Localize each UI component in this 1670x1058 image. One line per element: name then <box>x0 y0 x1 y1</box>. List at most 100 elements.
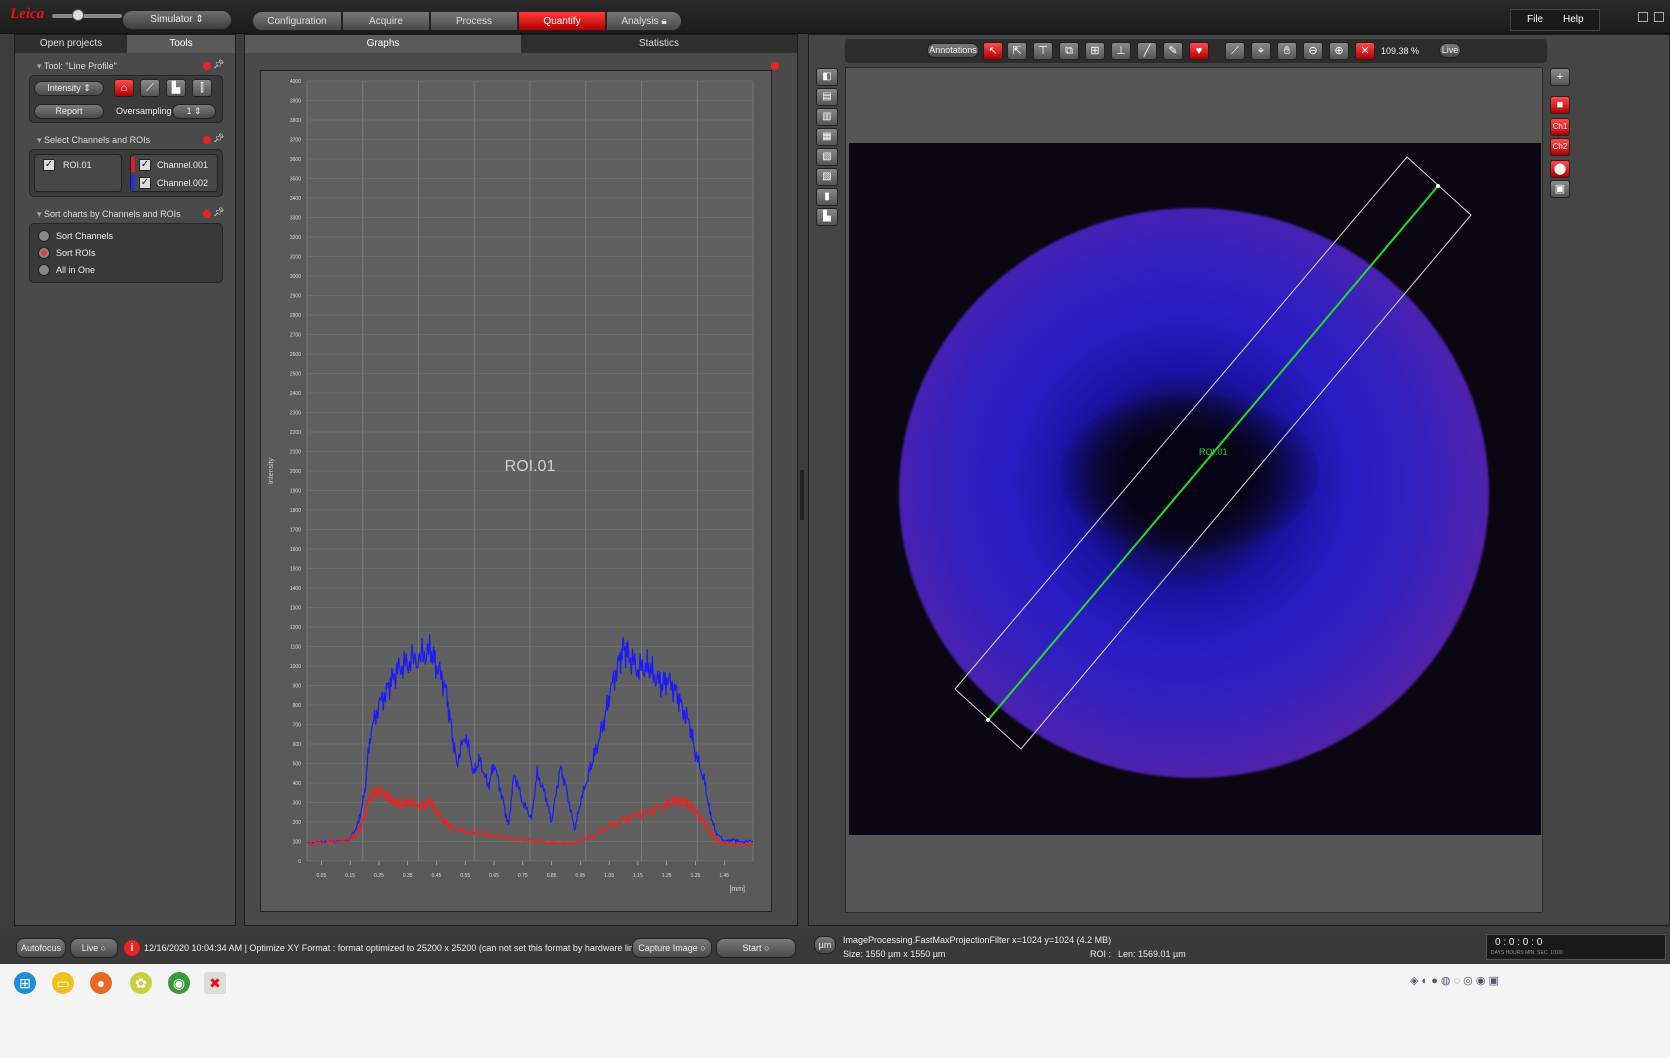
folder-icon[interactable]: ▭ <box>52 972 74 994</box>
step-process[interactable]: Process <box>430 11 518 31</box>
y-tick-label: 0 <box>298 859 301 865</box>
system-tray[interactable]: ◈ ◐ ● ◍ ◌ ◎ ◉ ▣ <box>1410 975 1499 987</box>
roi-overlay[interactable]: ROI.01 <box>849 143 1541 835</box>
pen-icon[interactable]: ✎ <box>1163 42 1183 60</box>
save-icon[interactable]: ▣ <box>1550 180 1570 198</box>
tool-3-icon[interactable]: ▥ <box>816 108 838 126</box>
step-configuration[interactable]: Configuration <box>252 11 342 31</box>
tab-tools[interactable]: Tools <box>127 35 235 53</box>
tab-open-projects[interactable]: Open projects <box>39 38 103 49</box>
menu-file[interactable]: File <box>1527 14 1544 25</box>
tool-7-icon[interactable]: ▮ <box>816 188 838 206</box>
start-menu-icon[interactable]: ⊞ <box>14 972 36 994</box>
capture-image-button[interactable]: Capture Image ○ <box>632 938 712 958</box>
close-graph-icon[interactable] <box>771 62 779 70</box>
info-icon[interactable]: i <box>124 940 140 956</box>
series-channel-002 <box>306 634 754 845</box>
crop-icon[interactable]: ⧉ <box>1059 42 1079 60</box>
roi-checkbox[interactable]: ✓ <box>43 159 55 171</box>
step-analysis[interactable]: Analysis 🔒︎ <box>606 11 682 31</box>
tab-statistics[interactable]: Statistics <box>638 38 679 49</box>
pin-icon[interactable]: 📌︎ <box>213 133 225 143</box>
ch2-button[interactable]: Ch2 <box>1550 138 1570 156</box>
status-message: 12/16/2020 10:04:34 AM | Optimize XY For… <box>144 943 668 953</box>
mode-select[interactable]: Simulator ⇕ <box>122 10 232 30</box>
restore-icon[interactable] <box>1654 12 1664 22</box>
brightness-slider-track[interactable] <box>52 14 122 18</box>
step-quantify[interactable]: Quantify <box>518 11 606 31</box>
pointer-icon[interactable]: ↖ <box>983 42 1003 60</box>
unit-button[interactable]: µm <box>814 936 836 954</box>
intensity-select[interactable]: Intensity ⇕ <box>34 81 104 96</box>
heart-icon[interactable]: ♥ <box>1189 42 1209 60</box>
live-button[interactable]: Live ○ <box>70 938 118 958</box>
radio-all-in-one[interactable] <box>38 264 50 276</box>
brightness-slider-knob[interactable] <box>72 9 84 21</box>
fit-icon[interactable]: ✕ <box>1355 42 1375 60</box>
graph-tabbar: Graphs Statistics <box>245 35 797 53</box>
pin-icon[interactable]: 📌︎ <box>213 207 225 217</box>
line-icon[interactable]: ⟋ <box>140 79 160 97</box>
select-tool-icon[interactable]: ⇱ <box>1007 42 1027 60</box>
tool-2-icon[interactable]: ▤ <box>816 88 838 106</box>
channel-1-checkbox[interactable]: ✓ <box>139 159 151 171</box>
y-tick-label: 1400 <box>290 586 301 592</box>
autofocus-button[interactable]: Autofocus <box>16 938 66 958</box>
radio-sort-rois[interactable] <box>38 247 50 259</box>
menu-bar: File Help <box>1510 9 1600 31</box>
record-icon[interactable]: ■ <box>1550 96 1570 114</box>
y-tick-label: 600 <box>293 742 302 748</box>
tool-section-title[interactable]: Tool: "Line Profile" <box>37 59 117 73</box>
roi-line[interactable] <box>987 185 1439 721</box>
roi-handle-end[interactable] <box>1436 184 1440 188</box>
palette-icon[interactable]: ⬤ <box>1550 160 1570 178</box>
radio-sort-channels[interactable] <box>38 230 50 242</box>
oversampling-select[interactable]: 1 ⇕ <box>172 104 216 119</box>
tool-4-icon[interactable]: ▦ <box>816 128 838 146</box>
y-tick-label: 200 <box>293 820 302 826</box>
profile-chart-icon[interactable]: ⫿ <box>192 79 212 97</box>
roi-band[interactable] <box>954 156 1472 750</box>
sort-rois-label: Sort ROIs <box>56 248 96 258</box>
zoom-out-icon[interactable]: ⊖ <box>1303 42 1323 60</box>
chrome-icon[interactable]: ◉ <box>168 972 190 994</box>
crosshair-icon[interactable]: ⌖ <box>1251 42 1271 60</box>
firefox-icon[interactable]: ● <box>90 972 112 994</box>
close-section-icon[interactable] <box>203 136 211 144</box>
wand-icon[interactable]: ⟋ <box>1225 42 1245 60</box>
app-icon[interactable]: ✿ <box>130 972 152 994</box>
region-icon[interactable]: ⊞ <box>1085 42 1105 60</box>
ruler-icon[interactable]: ⊥ <box>1111 42 1131 60</box>
draw-line-icon[interactable]: ╱ <box>1137 42 1157 60</box>
profile-area-icon[interactable]: ⌂ <box>114 79 134 97</box>
channel-2-checkbox[interactable]: ✓ <box>139 177 151 189</box>
tool-6-icon[interactable]: ▨ <box>816 168 838 186</box>
start-button[interactable]: Start ○ <box>716 938 796 958</box>
roi-handle-start[interactable] <box>986 718 990 722</box>
step-acquire[interactable]: Acquire <box>342 11 430 31</box>
minimize-icon[interactable] <box>1638 12 1648 22</box>
sort-section-title[interactable]: Sort charts by Channels and ROIs <box>37 207 181 221</box>
add-icon[interactable]: + <box>1550 68 1570 86</box>
microscope-image[interactable] <box>849 143 1541 835</box>
annotations-button[interactable]: Annotations <box>927 43 979 58</box>
tab-graphs[interactable]: Graphs <box>245 35 521 53</box>
zoom-in-icon[interactable]: ⊕ <box>1329 42 1349 60</box>
report-button[interactable]: Report <box>34 104 104 119</box>
live-viewer-button[interactable]: Live <box>1439 43 1461 58</box>
channels-section-title[interactable]: Select Channels and ROIs <box>37 133 150 147</box>
histogram-icon[interactable]: ▙ <box>166 79 186 97</box>
panel-splitter[interactable] <box>800 470 804 520</box>
close-section-icon[interactable] <box>203 62 211 70</box>
menu-help[interactable]: Help <box>1563 14 1584 25</box>
hand-icon[interactable]: ✋︎ <box>1277 42 1297 60</box>
channel-tool-icon[interactable]: ◧ <box>816 68 838 86</box>
measure-icon[interactable]: ⊤ <box>1033 42 1053 60</box>
las-x-icon[interactable]: ✖ <box>204 972 226 994</box>
histogram-tool-icon[interactable]: ▙ <box>816 208 838 226</box>
close-section-icon[interactable] <box>203 210 211 218</box>
tool-5-icon[interactable]: ▧ <box>816 148 838 166</box>
pin-icon[interactable]: 📌︎ <box>213 59 225 69</box>
ch1-button[interactable]: Ch1 <box>1550 118 1570 136</box>
x-tick-label: 1.35 <box>691 873 701 879</box>
